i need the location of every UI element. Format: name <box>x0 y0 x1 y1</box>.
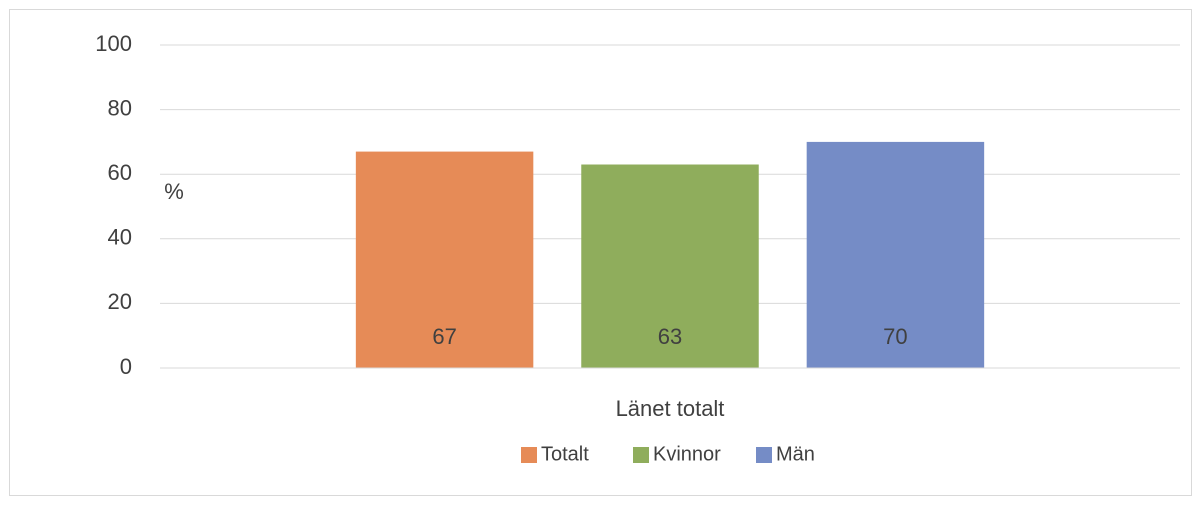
y-tick-label: 20 <box>108 289 132 314</box>
y-tick-label: 80 <box>108 95 132 120</box>
data-label: 63 <box>658 324 682 349</box>
legend-label: Kvinnor <box>653 443 721 465</box>
x-tick-label: Länet totalt <box>616 396 725 421</box>
legend-label: Män <box>776 443 815 465</box>
legend-label: Totalt <box>541 443 589 465</box>
y-axis-label: % <box>164 179 184 204</box>
bar <box>806 141 985 368</box>
y-tick-label: 0 <box>120 354 132 379</box>
y-tick-label: 40 <box>108 225 132 250</box>
legend-swatch <box>633 447 649 463</box>
y-tick-label: 60 <box>108 160 132 185</box>
y-tick-label: 100 <box>95 31 132 56</box>
data-label: 67 <box>432 324 456 349</box>
legend-swatch <box>756 447 772 463</box>
legend-swatch <box>521 447 537 463</box>
data-label: 70 <box>883 324 907 349</box>
bar <box>581 164 759 368</box>
bar <box>355 151 534 368</box>
